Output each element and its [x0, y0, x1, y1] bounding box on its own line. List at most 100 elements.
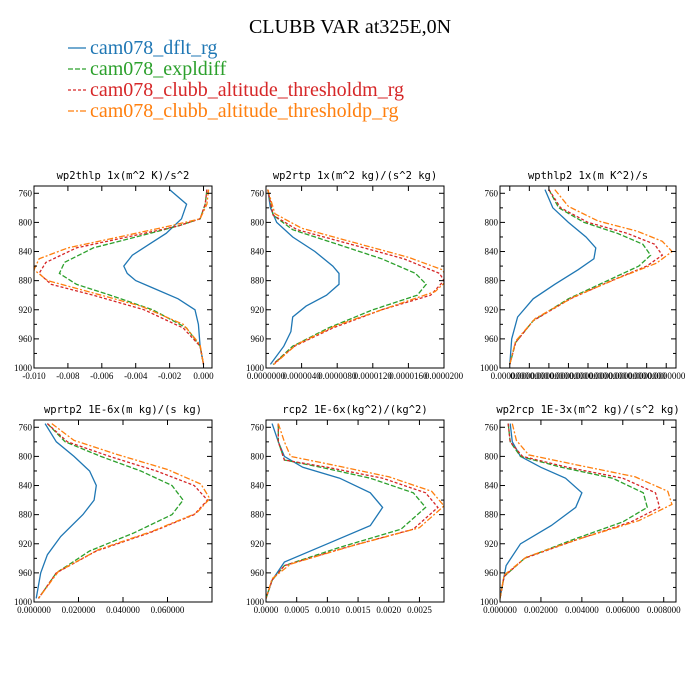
- x-tick-label: 0.0005: [284, 605, 309, 615]
- y-tick-label: 960: [251, 568, 265, 578]
- y-tick-label: 880: [485, 510, 499, 520]
- series-group: [509, 189, 674, 365]
- x-tick-label: 0.000000: [483, 605, 517, 615]
- y-tick-label: 1000: [480, 363, 499, 373]
- x-tick-label: 0.0000000: [510, 371, 549, 381]
- x-tick-label: 0.060000: [151, 605, 185, 615]
- y-tick-label: 800: [485, 451, 499, 461]
- y-tick-label: 920: [19, 539, 33, 549]
- legend-label-1: cam078_expldiff: [90, 58, 227, 80]
- series-line-0: [267, 189, 340, 365]
- y-tick-label: 840: [19, 481, 33, 491]
- y-tick-label: 1000: [14, 597, 33, 607]
- x-tick-label: 0.0025: [407, 605, 432, 615]
- y-tick-label: 800: [251, 451, 265, 461]
- x-tick-label: 0.0000160: [389, 371, 428, 381]
- series-line-3: [509, 189, 674, 365]
- series-line-1: [509, 189, 652, 365]
- y-tick-label: 960: [485, 334, 499, 344]
- plot-frame: [499, 419, 677, 603]
- panel-title: rcp2 1E-6x(kg^2)/(kg^2): [282, 404, 427, 416]
- y-tick-label: 760: [19, 188, 33, 198]
- series-line-3: [266, 423, 444, 599]
- y-tick-label: 840: [19, 247, 33, 257]
- series-group: [500, 423, 673, 599]
- plot-frame: [33, 185, 213, 369]
- series-line-2: [267, 189, 444, 365]
- y-tick-label: 760: [485, 422, 499, 432]
- panel-3: wprtp2 1E-6x(m kg)/(s kg) 760 800 840 880 920…: [14, 404, 213, 615]
- x-tick-label: 0.0010: [315, 605, 340, 615]
- y-tick-label: 1000: [14, 363, 33, 373]
- x-tick-label: 0.0000000: [647, 371, 686, 381]
- series-group: [266, 423, 444, 599]
- series-line-1: [37, 423, 184, 599]
- y-tick-label: 760: [251, 422, 265, 432]
- x-tick-label: -0.004: [124, 371, 148, 381]
- panel-title: wpthlp2 1x(m K^2)/s: [528, 170, 648, 182]
- y-tick-label: 1000: [480, 597, 499, 607]
- y-tick-label: 920: [19, 305, 33, 315]
- series-line-3: [267, 189, 444, 365]
- x-tick-label: 0.000000: [17, 605, 51, 615]
- x-tick-label: 0.004000: [565, 605, 599, 615]
- y-tick-label: 920: [485, 305, 499, 315]
- x-tick-label: -0.008: [56, 371, 80, 381]
- series-line-2: [266, 423, 439, 599]
- y-tick-label: 800: [485, 217, 499, 227]
- y-tick-label: 760: [485, 188, 499, 198]
- series-group: [34, 189, 210, 365]
- y-tick-label: 1000: [246, 597, 265, 607]
- plot-frame: [265, 419, 445, 603]
- y-tick-label: 960: [485, 568, 499, 578]
- x-tick-label: -0.010: [22, 371, 46, 381]
- x-tick-label: 0.0000040: [282, 371, 321, 381]
- x-tick-label: 0.020000: [62, 605, 96, 615]
- panel-0: wp2thlp 1x(m^2 K)/s^2 760 800 840 880 920 960 1…: [14, 170, 214, 381]
- series-line-0: [266, 423, 384, 599]
- legend: cam078_dflt_rg cam078_expldiff cam078_cl…: [68, 37, 404, 122]
- panel-2: wpthlp2 1x(m K^2)/s 760 800 840 880 920 960 100…: [480, 170, 686, 381]
- y-tick-label: 800: [19, 451, 33, 461]
- y-tick-label: 920: [485, 539, 499, 549]
- x-tick-label: 0.0000200: [425, 371, 464, 381]
- x-tick-label: 0.006000: [606, 605, 640, 615]
- x-tick-label: 0.040000: [106, 605, 140, 615]
- legend-label-0: cam078_dflt_rg: [90, 37, 217, 59]
- y-tick-label: 960: [251, 334, 265, 344]
- series-group: [35, 423, 211, 599]
- series-group: [267, 189, 444, 365]
- x-tick-label: 0.0000: [254, 605, 279, 615]
- series-line-3: [500, 423, 673, 599]
- series-line-1: [58, 189, 208, 365]
- y-tick-label: 880: [19, 510, 33, 520]
- panel-5: wp2rcp 1E-3x(m^2 kg)/(s^2 kg) 760 800 840 88…: [480, 404, 681, 615]
- series-line-1: [267, 189, 428, 365]
- y-tick-label: 960: [19, 334, 33, 344]
- series-line-0: [123, 189, 205, 365]
- y-tick-label: 920: [251, 305, 265, 315]
- panel-title: wp2rtp 1x(m^2 kg)/(s^2 kg): [273, 170, 437, 182]
- y-tick-label: 880: [251, 276, 265, 286]
- x-tick-label: 0.0000000: [608, 371, 647, 381]
- series-line-0: [35, 423, 97, 599]
- x-tick-label: 0.0000000: [247, 371, 286, 381]
- x-tick-label: 0.0000000: [491, 371, 530, 381]
- x-tick-label: 0.0020: [376, 605, 401, 615]
- x-tick-label: 0.002000: [524, 605, 558, 615]
- figure-title: CLUBB VAR at325E,0N: [249, 16, 451, 38]
- y-tick-label: 840: [251, 481, 265, 491]
- y-tick-label: 840: [485, 247, 499, 257]
- plot-frame: [265, 185, 445, 369]
- x-tick-label: 0.0000000: [628, 371, 667, 381]
- x-tick-label: 0.0000000: [588, 371, 627, 381]
- y-tick-label: 760: [19, 422, 33, 432]
- y-tick-label: 960: [19, 568, 33, 578]
- y-tick-label: 880: [251, 510, 265, 520]
- x-tick-label: 0.0000000: [569, 371, 608, 381]
- series-line-0: [509, 189, 597, 365]
- x-tick-label: 0.0000000: [530, 371, 569, 381]
- y-tick-label: 800: [19, 217, 33, 227]
- x-tick-label: 0.0000120: [354, 371, 393, 381]
